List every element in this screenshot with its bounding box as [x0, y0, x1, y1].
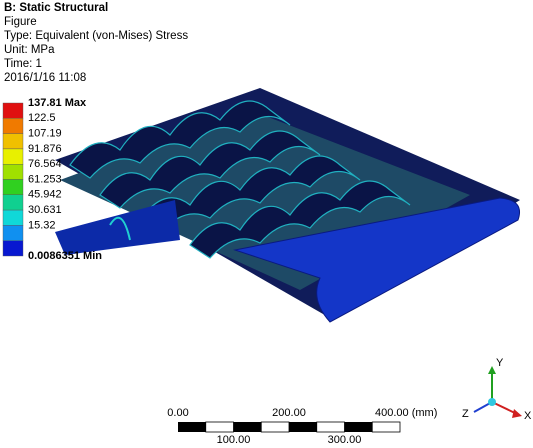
scale-label: 300.00 [328, 434, 362, 446]
scale-label: 200.00 [272, 407, 306, 419]
legend-swatch [2, 118, 24, 134]
legend-swatch [2, 163, 24, 180]
legend-swatch [2, 194, 24, 211]
legend-swatch [2, 225, 24, 241]
legend-swatch [2, 102, 24, 119]
legend-swatch [2, 179, 24, 196]
scale-segment [344, 422, 373, 432]
header-line: Time: 1 [4, 58, 42, 70]
scale-segment [205, 421, 234, 433]
scale-label: 0.00 [167, 407, 188, 419]
legend-swatch [2, 148, 24, 165]
scale-segment [260, 421, 290, 433]
scale-segment [371, 421, 401, 433]
legend-swatch [2, 133, 24, 150]
header-title: B: Static Structural [4, 2, 109, 14]
legend-label: 30.631 [28, 204, 62, 216]
triad-y: Y [496, 357, 504, 369]
header-line: Type: Equivalent (von-Mises) Stress [4, 30, 189, 42]
legend-label: 76.564 [28, 158, 62, 170]
scale-segment [233, 422, 262, 432]
legend-label: 15.32 [28, 219, 56, 231]
model [55, 88, 520, 323]
header-line: Figure [4, 16, 37, 28]
triad-x: X [524, 410, 532, 422]
legend-swatch [2, 209, 24, 226]
scale-segment [289, 422, 317, 432]
legend-label: 122.5 [28, 112, 56, 124]
legend-label: 137.81 Max [28, 97, 87, 109]
triad-z: Z [462, 408, 469, 420]
scale-label: 100.00 [217, 434, 251, 446]
header-line: Unit: MPa [4, 44, 55, 56]
scale-segment [178, 422, 206, 432]
legend-label: 61.253 [28, 173, 62, 185]
legend-label: 0.0086351 Min [28, 250, 102, 262]
header-line: 2016/1/16 11:08 [4, 72, 87, 84]
legend-label: 91.876 [28, 143, 62, 155]
scale-label: 400.00 (mm) [375, 407, 437, 419]
legend-label: 107.19 [28, 128, 62, 140]
legend-swatch [2, 240, 24, 257]
scale-segment [316, 421, 345, 433]
triad: Y X Z [462, 357, 532, 422]
legend-label: 45.942 [28, 189, 62, 201]
